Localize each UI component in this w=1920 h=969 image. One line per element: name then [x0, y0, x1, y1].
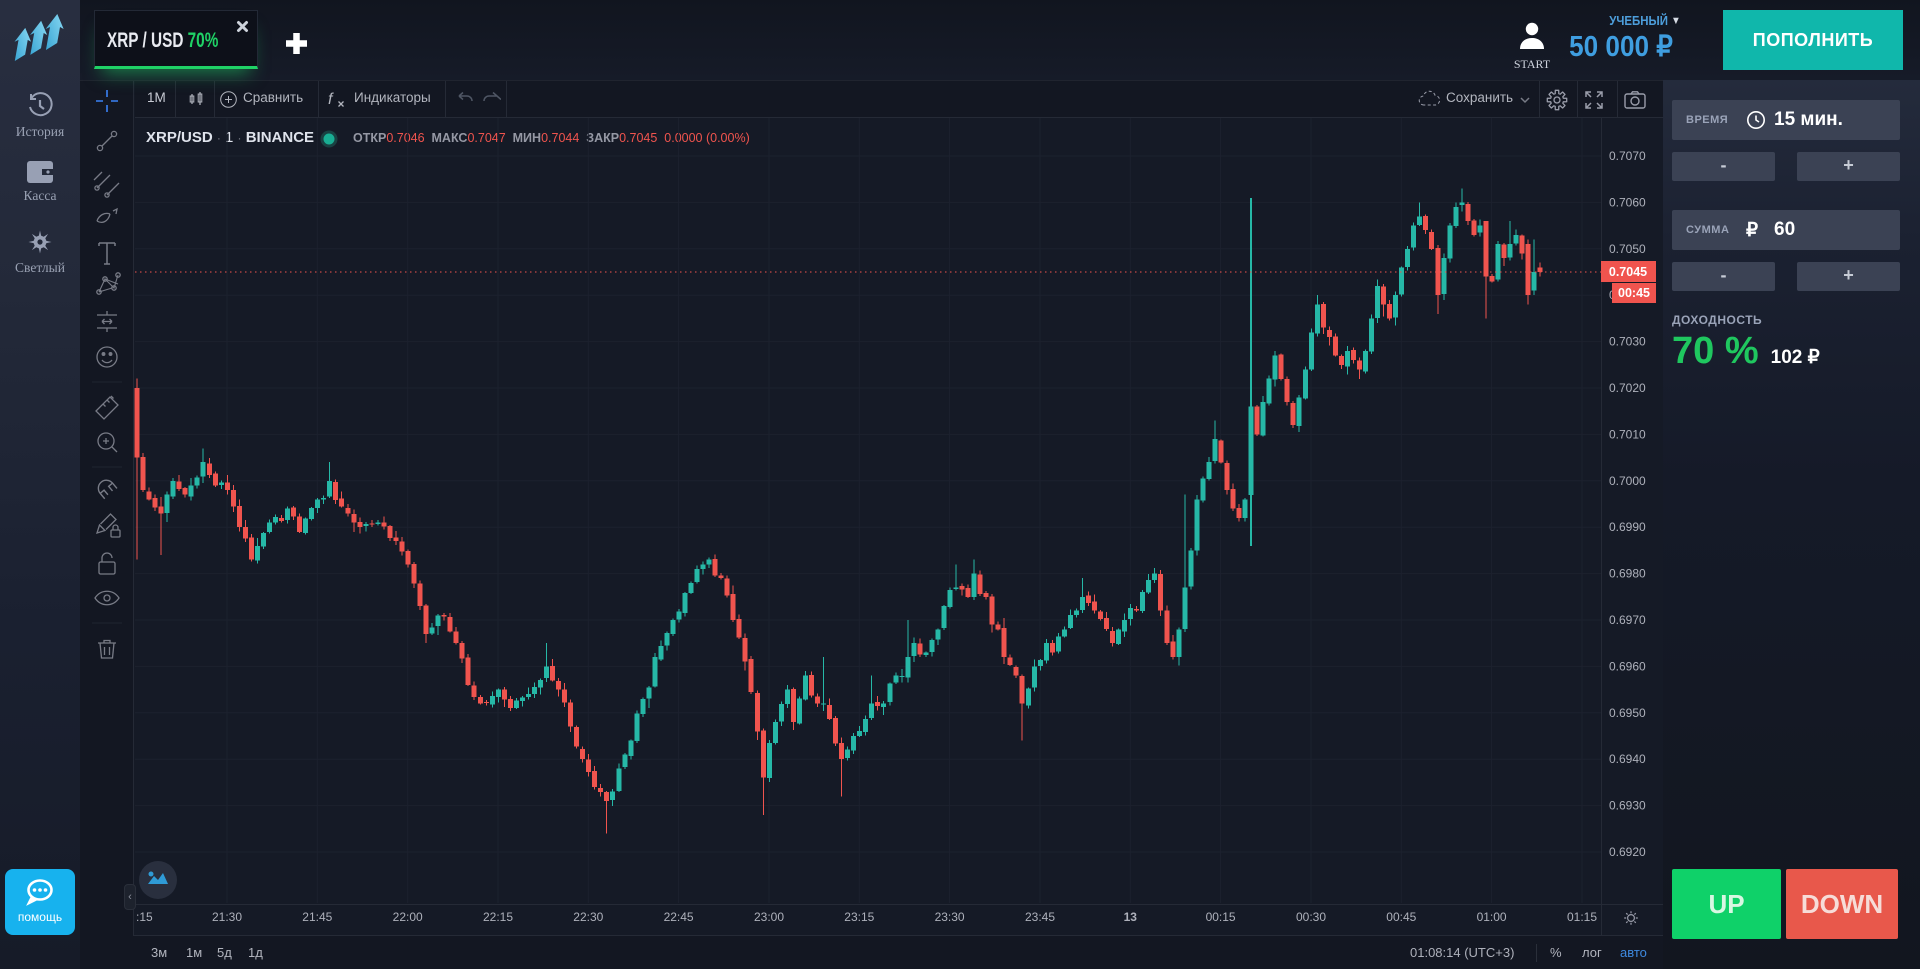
- svg-text:0.6970: 0.6970: [1609, 613, 1646, 627]
- svg-text:00:30: 00:30: [1296, 910, 1326, 924]
- svg-text:21:45: 21:45: [302, 910, 332, 924]
- svg-text:23:45: 23:45: [1025, 910, 1055, 924]
- svg-text:01:00: 01:00: [1477, 910, 1507, 924]
- svg-text:22:30: 22:30: [573, 910, 603, 924]
- svg-text:0.7070: 0.7070: [1609, 149, 1646, 163]
- svg-text:23:15: 23:15: [844, 910, 874, 924]
- svg-text:0.7060: 0.7060: [1609, 195, 1646, 209]
- svg-text:0.7000: 0.7000: [1609, 474, 1646, 488]
- svg-text:01:15: 01:15: [1567, 910, 1597, 924]
- svg-text:23:00: 23:00: [754, 910, 784, 924]
- svg-text:0.6990: 0.6990: [1609, 520, 1646, 534]
- svg-text:0.6920: 0.6920: [1609, 845, 1646, 859]
- svg-text:0.7045: 0.7045: [1609, 265, 1647, 279]
- svg-text:00:45: 00:45: [1386, 910, 1416, 924]
- svg-text:0.6980: 0.6980: [1609, 567, 1646, 581]
- svg-text::15: :15: [136, 910, 153, 924]
- svg-text:00:15: 00:15: [1206, 910, 1236, 924]
- svg-text:23:30: 23:30: [935, 910, 965, 924]
- svg-text:0.7030: 0.7030: [1609, 335, 1646, 349]
- svg-text:0.7010: 0.7010: [1609, 427, 1646, 441]
- svg-text:22:45: 22:45: [664, 910, 694, 924]
- svg-text:0.6950: 0.6950: [1609, 706, 1646, 720]
- svg-text:00:45: 00:45: [1618, 286, 1650, 300]
- svg-text:0.7050: 0.7050: [1609, 242, 1646, 256]
- svg-text:21:30: 21:30: [212, 910, 242, 924]
- svg-text:22:15: 22:15: [483, 910, 513, 924]
- svg-text:0.6960: 0.6960: [1609, 659, 1646, 673]
- svg-text:22:00: 22:00: [393, 910, 423, 924]
- svg-text:f: f: [328, 91, 334, 108]
- svg-text:0.7020: 0.7020: [1609, 381, 1646, 395]
- svg-text:0.6940: 0.6940: [1609, 752, 1646, 766]
- svg-text:13: 13: [1124, 910, 1138, 924]
- svg-text:0.6930: 0.6930: [1609, 799, 1646, 813]
